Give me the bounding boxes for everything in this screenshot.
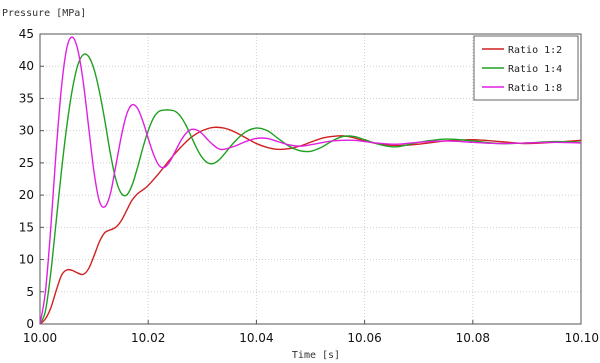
y-tick-label: 40 [19, 59, 34, 73]
x-tick-label: 10.04 [239, 331, 273, 345]
axis-ticks: 0 5 10 15 20 25 30 35 40 45 10.00 10.02 10.04 10.06 10… [19, 27, 599, 345]
legend-label-1: Ratio 1:2 [508, 45, 562, 56]
y-tick-label: 15 [19, 220, 34, 234]
y-tick-label: 10 [19, 253, 34, 267]
legend-label-2: Ratio 1:4 [508, 64, 562, 75]
series-line-2 [39, 53, 582, 325]
legend: Ratio 1:2 Ratio 1:4 Ratio 1:8 [473, 35, 579, 101]
y-tick-label: 5 [26, 285, 34, 299]
y-tick-label: 30 [19, 124, 34, 138]
series-lines [39, 36, 582, 325]
y-tick-label: 0 [26, 317, 34, 331]
x-tick-label: 10.00 [23, 331, 57, 345]
y-tick-label: 20 [19, 188, 34, 202]
series-line-3 [39, 36, 582, 325]
x-tick-label: 10.06 [347, 331, 381, 345]
plot-frame [39, 33, 582, 325]
y-tick-label: 45 [19, 27, 34, 41]
x-tick-label: 10.10 [565, 331, 599, 345]
x-axis-label: Time [s] [292, 350, 340, 361]
y-tick-label: 35 [19, 91, 34, 105]
x-tick-label: 10.08 [456, 331, 490, 345]
x-tick-label: 10.02 [131, 331, 165, 345]
y-tick-label: 25 [19, 156, 34, 170]
legend-label-3: Ratio 1:8 [508, 83, 562, 94]
y-axis-label: Pressure [MPa] [2, 8, 86, 19]
